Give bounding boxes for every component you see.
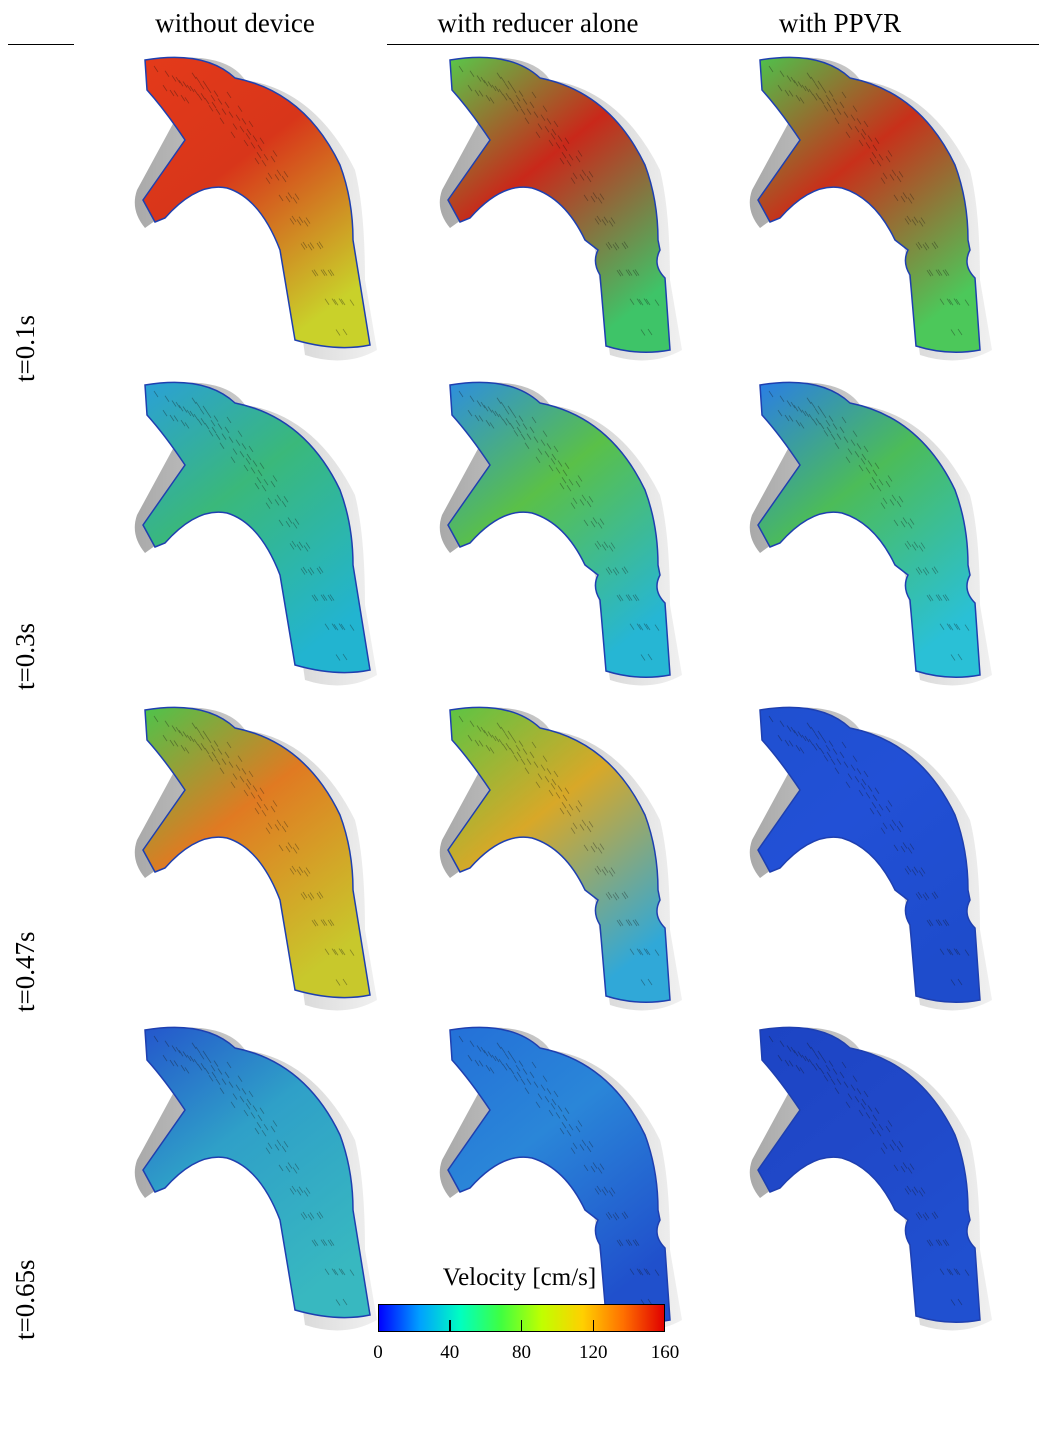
colorbar-title: Velocity [cm/s] <box>442 1264 597 1291</box>
velocity-field <box>142 381 371 674</box>
colorbar-tick-label: 80 <box>512 1342 531 1363</box>
velocity-field <box>142 706 371 999</box>
velocity-vectors <box>768 65 970 336</box>
velocity-field <box>757 56 981 353</box>
velocity-vectors <box>458 1035 660 1306</box>
velocity-vectors <box>458 715 660 986</box>
velocity-vectors <box>153 65 355 336</box>
vessel-panel-r2-c0 <box>134 706 377 1011</box>
velocity-field <box>447 381 671 678</box>
column-header-reducer-alone: with reducer alone <box>437 8 639 38</box>
velocity-field <box>142 1026 371 1319</box>
vessel-panel-r0-c2 <box>749 56 992 361</box>
vessel-panel-r3-c1 <box>439 1026 682 1331</box>
colorbar-tick-mark <box>449 1320 451 1331</box>
row-label-t047: t=0.47s <box>10 931 40 1013</box>
colorbar-tick-label: 0 <box>373 1342 383 1363</box>
vessel-panel-r3-c0 <box>134 1026 377 1331</box>
vessel-panel-r0-c0 <box>134 56 377 361</box>
colorbar-tick-label: 160 <box>650 1342 680 1363</box>
colorbar-tick-mark <box>520 1320 523 1331</box>
velocity-field <box>447 706 671 1003</box>
vessel-panel-r1-c0 <box>134 381 377 686</box>
row-label-t03: t=0.3s <box>10 623 40 690</box>
vessel-panel-r2-c1 <box>439 706 682 1011</box>
vessel-panel-r2-c2 <box>749 706 992 1011</box>
velocity-vectors <box>458 65 660 336</box>
vessel-panel-r1-c1 <box>439 381 682 686</box>
column-header-ppvr: with PPVR <box>778 8 902 38</box>
header-rule-right <box>387 44 1039 45</box>
velocity-vectors <box>153 715 355 986</box>
velocity-field <box>757 381 981 678</box>
velocity-vectors <box>768 390 970 661</box>
colorbar-tick-label: 120 <box>579 1342 608 1363</box>
velocity-field <box>142 56 371 349</box>
velocity-vectors <box>768 715 970 986</box>
velocity-vectors <box>768 1035 970 1306</box>
velocity-field <box>757 706 981 1003</box>
row-label-t01: t=0.1s <box>10 315 40 382</box>
vessel-panel-r1-c2 <box>749 381 992 686</box>
velocity-vectors <box>153 1035 355 1306</box>
vessel-panel-r3-c2 <box>749 1026 992 1331</box>
velocity-vectors <box>458 390 660 661</box>
velocity-field <box>447 56 671 353</box>
column-header-without-device: without device <box>155 8 315 38</box>
velocity-field <box>757 1026 981 1323</box>
colorbar-tick-mark <box>592 1320 594 1331</box>
colorbar-tick-label: 40 <box>440 1342 460 1363</box>
header-rule-left <box>8 44 74 45</box>
velocity-vectors <box>153 390 355 661</box>
vessel-panel-r0-c1 <box>439 56 682 361</box>
